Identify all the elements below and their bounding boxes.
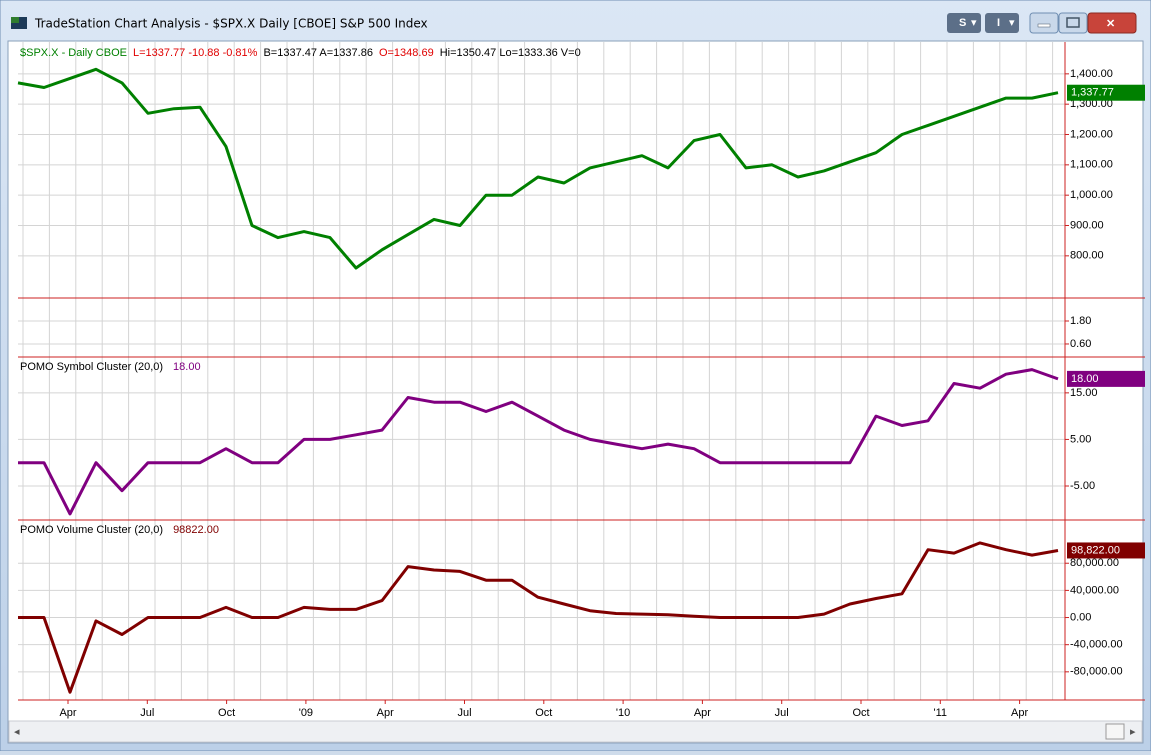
svg-text:▾: ▾ [971, 17, 977, 29]
last-value-label: 98,822.00 [1071, 544, 1120, 556]
chart-window [7, 40, 1144, 744]
minimize-icon [1037, 23, 1051, 28]
last-value-badge [1067, 370, 1145, 387]
s-button-label[interactable]: S [959, 17, 966, 29]
x-tick-label: Apr [694, 707, 711, 719]
app-icon-part [11, 17, 19, 23]
y-tick-label: 1,300.00 [1070, 98, 1113, 110]
y-tick-label: -5.00 [1070, 480, 1095, 492]
x-tick-label: '09 [299, 707, 313, 719]
header-info: Hi=1350.47 Lo=1333.36 V=0 [440, 47, 581, 59]
x-tick-label: Oct [218, 707, 235, 719]
x-tick-label: Apr [1011, 707, 1028, 719]
chart-area: $SPX.X - Daily CBOE L=1337.77 -10.88 -0.8… [17, 42, 1145, 719]
close-button[interactable] [1087, 12, 1137, 34]
x-tick-label: Oct [535, 707, 552, 719]
series-line [17, 67, 1059, 270]
x-tick-label: '11 [934, 707, 948, 719]
series-line [18, 368, 1059, 516]
close-icon: ✕ [1106, 18, 1115, 30]
i-button-label[interactable]: I [997, 17, 1000, 29]
x-tick-label: Apr [59, 707, 76, 719]
maximize-icon [1066, 17, 1080, 28]
header-info: L=1337.77 -10.88 -0.81% [133, 47, 258, 59]
y-tick-label: 5.00 [1070, 433, 1091, 445]
last-value-label: 18.00 [1071, 373, 1099, 385]
x-tick-label: Jul [140, 707, 154, 719]
y-tick-label: 1,200.00 [1070, 128, 1113, 140]
scroll-thumb[interactable] [1105, 723, 1125, 740]
y-tick-label: 80,000.00 [1070, 557, 1119, 569]
y-tick-label: -40,000.00 [1070, 639, 1123, 651]
window-title: TradeStation Chart Analysis - $SPX.X Dai… [34, 17, 428, 31]
y-tick-label: 1,400.00 [1070, 68, 1113, 80]
last-value-label: 1,337.77 [1071, 87, 1114, 99]
x-tick-label: Jul [775, 707, 789, 719]
s-button[interactable]: S ▾ [947, 13, 981, 33]
scroll-left[interactable]: ◂ [14, 726, 20, 738]
x-tick-label: '10 [616, 707, 630, 719]
pane-title: POMO Volume Cluster (20,0) [20, 524, 163, 536]
y-tick-label: 800.00 [1070, 250, 1104, 262]
y-tick-label: 40,000.00 [1070, 584, 1119, 596]
y-tick-label: -80,000.00 [1070, 666, 1123, 678]
minimize-button[interactable] [1029, 12, 1059, 34]
x-tick-label: Jul [457, 707, 471, 719]
pane-title-value: 98822.00 [173, 524, 219, 536]
y-tick-label: 15.00 [1070, 387, 1098, 399]
header-info: B=1337.47 A=1337.86 [263, 47, 373, 59]
svg-text:▾: ▾ [1009, 17, 1015, 29]
last-value-badge [1067, 84, 1145, 101]
y-tick-label: 0.60 [1070, 338, 1091, 350]
pane-title-value: 18.00 [173, 361, 201, 373]
header-info: O=1348.69 [379, 47, 434, 59]
scrollbar[interactable] [8, 720, 1143, 743]
y-tick-label: 1.80 [1070, 315, 1091, 327]
y-tick-label: 1,000.00 [1070, 189, 1113, 201]
y-tick-label: 1,100.00 [1070, 159, 1113, 171]
maximize-button[interactable] [1058, 12, 1088, 34]
x-tick-label: Apr [377, 707, 394, 719]
pane-title: POMO Symbol Cluster (20,0) [20, 361, 163, 373]
last-value-badge [1067, 542, 1145, 559]
y-tick-label: 900.00 [1070, 219, 1104, 231]
i-button[interactable]: I ▾ [985, 13, 1019, 33]
x-tick-label: Oct [852, 707, 869, 719]
header-info: $SPX.X - Daily CBOE [20, 47, 127, 59]
y-tick-label: 0.00 [1070, 611, 1091, 623]
scroll-right[interactable]: ▸ [1130, 726, 1136, 738]
series-line [18, 541, 1059, 694]
